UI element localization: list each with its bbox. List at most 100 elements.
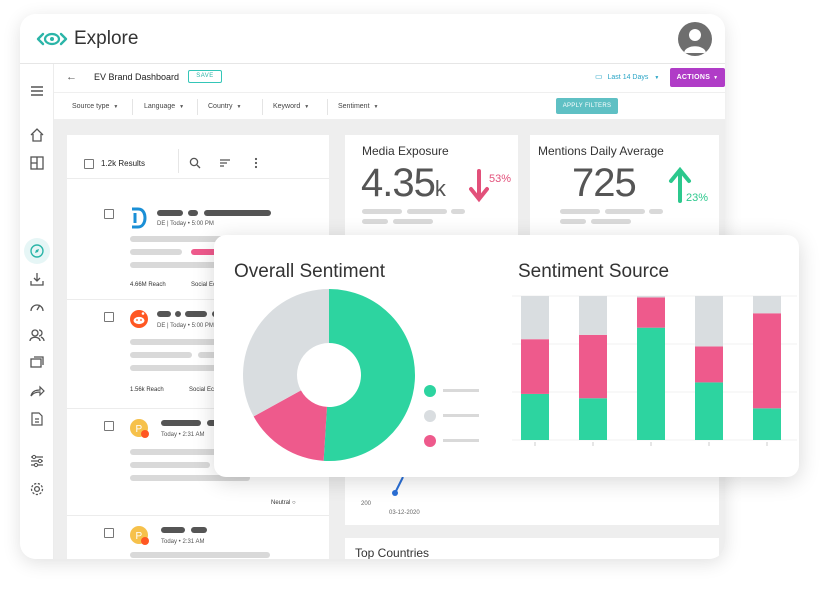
result-checkbox[interactable] — [104, 312, 114, 322]
result-checkbox[interactable] — [104, 209, 114, 219]
bar-4-segment-0 — [753, 408, 781, 440]
bar-2-segment-1 — [637, 297, 665, 328]
metric-title: Media Exposure — [362, 144, 449, 158]
settings-gear-icon[interactable] — [28, 480, 46, 498]
media-exposure-card: Media Exposure 4.35k 53% — [345, 135, 518, 243]
filter-language[interactable]: Language ▼ — [144, 103, 184, 110]
redacted-text — [130, 262, 260, 268]
redacted-text — [560, 219, 586, 224]
results-header: 1.2k Results — [67, 135, 329, 179]
divider — [327, 99, 328, 115]
filter-label: Language — [144, 103, 176, 110]
divider — [67, 299, 329, 300]
back-arrow-icon[interactable]: ← — [66, 71, 77, 83]
arrow-down-icon — [469, 169, 489, 203]
redacted-text — [157, 210, 183, 216]
chevron-down-icon: ▼ — [304, 104, 310, 110]
explore-compass-icon[interactable] — [28, 242, 46, 260]
metric-unit: k — [434, 176, 446, 201]
divider — [262, 99, 263, 115]
redacted-text — [130, 365, 240, 371]
more-vertical-icon[interactable] — [254, 157, 258, 169]
neutral-circle-icon: ○ — [292, 500, 296, 506]
metric-value: 725 — [572, 161, 637, 205]
result-source: Social Echo — [191, 282, 223, 288]
share-icon[interactable] — [28, 382, 46, 400]
legend-negative-dot — [424, 435, 436, 447]
actions-button[interactable]: ACTIONS ▼ — [670, 68, 725, 87]
result-source: Social Echo — [189, 387, 221, 393]
avatar[interactable] — [678, 22, 712, 56]
overall-sentiment-title: Overall Sentiment — [234, 261, 386, 282]
redacted-text — [185, 311, 207, 317]
filter-keyword[interactable]: Keyword ▼ — [273, 103, 309, 110]
mentions-card: Mentions Daily Average 725 23% — [530, 135, 719, 243]
legend-positive-dot — [424, 385, 436, 397]
sidebar — [20, 64, 54, 559]
sliders-icon[interactable] — [28, 452, 46, 470]
redacted-text — [451, 209, 465, 214]
search-icon[interactable] — [189, 157, 201, 169]
redacted-text — [130, 352, 192, 358]
home-icon[interactable] — [28, 126, 46, 144]
donut-slice-2 — [242, 289, 329, 417]
line-series — [392, 476, 404, 496]
legend-neutral-dot — [424, 410, 436, 422]
gauge-icon[interactable] — [28, 298, 46, 316]
filter-source-type[interactable]: Source type ▼ — [72, 103, 118, 110]
redacted-text — [191, 527, 207, 533]
redacted-text — [161, 527, 185, 533]
report-icon[interactable] — [28, 410, 46, 428]
filter-bar: Source type ▼ Language ▼ Country ▼ Keyword ▼… — [54, 92, 725, 120]
bar-4-segment-2 — [753, 296, 781, 314]
redacted-text — [649, 209, 663, 214]
bar-3-segment-2 — [695, 296, 723, 347]
redacted-text — [130, 552, 270, 558]
chevron-down-icon: ▼ — [113, 104, 119, 110]
svg-text:P: P — [136, 531, 143, 542]
dashboard-icon[interactable] — [28, 154, 46, 172]
save-button[interactable]: SAVE — [188, 70, 222, 83]
redacted-text — [130, 475, 250, 481]
actions-label: ACTIONS — [676, 74, 711, 81]
redacted-text — [393, 219, 433, 224]
result-checkbox[interactable] — [104, 528, 114, 538]
result-meta: DE | Today • 5:00 PM — [157, 323, 214, 329]
overall-sentiment-donut — [242, 289, 416, 461]
filter-label: Source type — [72, 103, 110, 110]
bar-2-segment-0 — [637, 327, 665, 440]
highlight-keyword — [191, 249, 221, 255]
download-icon[interactable] — [28, 270, 46, 288]
source-logo-icon — [132, 207, 147, 229]
bar-1-segment-2 — [579, 296, 607, 335]
bar-3-segment-0 — [695, 382, 723, 440]
svg-text:P: P — [136, 424, 143, 435]
bar-0-segment-1 — [521, 339, 549, 394]
apply-filters-button[interactable]: APPLY FILTERS — [556, 98, 618, 114]
result-meta: Today • 2:31 AM — [161, 539, 205, 545]
filter-label: Sentiment — [338, 103, 370, 110]
select-all-checkbox[interactable] — [84, 159, 94, 169]
y-tick-label: 200 — [361, 501, 372, 507]
results-count: 1.2k Results — [101, 159, 146, 168]
users-icon[interactable] — [28, 326, 46, 344]
filter-sentiment[interactable]: Sentiment ▼ — [338, 103, 378, 110]
result-checkbox[interactable] — [104, 421, 114, 431]
divider — [132, 99, 133, 115]
x-tick-label: 03-12-2020 — [389, 510, 420, 516]
redacted-text — [204, 210, 271, 216]
result-item[interactable]: P Today • 2:31 AM — [67, 516, 329, 559]
messages-icon[interactable] — [28, 354, 46, 372]
date-range-picker[interactable]: ▭ Last 14 Days ▼ — [595, 72, 659, 81]
user-icon — [684, 29, 706, 53]
chevron-down-icon: ▼ — [373, 104, 379, 110]
redacted-text — [188, 210, 198, 216]
result-meta: DE | Today • 5:00 PM — [157, 221, 214, 227]
filter-country[interactable]: Country ▼ — [208, 103, 241, 110]
menu-icon[interactable] — [28, 82, 46, 100]
app-title: Explore — [74, 28, 139, 49]
chevron-down-icon: ▼ — [179, 104, 185, 110]
reddit-logo-icon — [130, 310, 148, 328]
metric-change: 53% — [489, 173, 512, 185]
sort-icon[interactable] — [219, 158, 231, 168]
